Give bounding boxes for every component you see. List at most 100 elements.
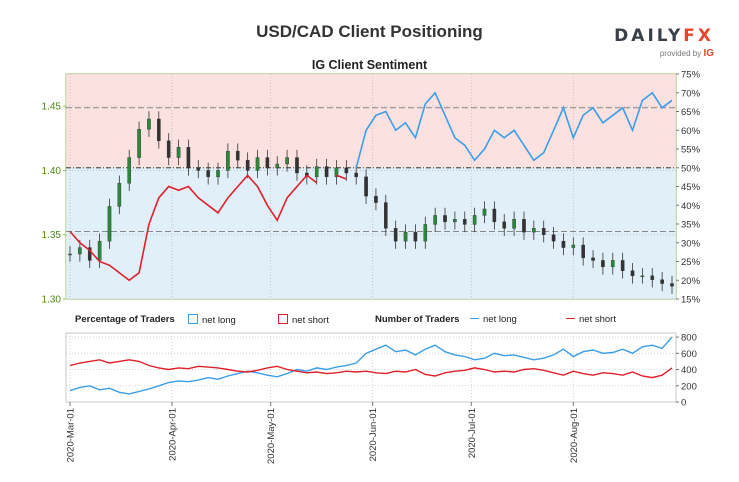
price-tick-label: 1.35 — [42, 230, 62, 241]
legend-num-net-short: net short — [566, 314, 616, 325]
net-short-swatch-icon — [278, 314, 288, 324]
candle-body — [78, 247, 82, 255]
candle-body — [245, 159, 250, 171]
candle-body — [166, 140, 171, 158]
candle-body — [640, 275, 645, 278]
net-long-line-icon — [470, 318, 479, 319]
candle-body — [314, 166, 319, 178]
candle-body — [581, 244, 585, 259]
candle-body — [482, 208, 487, 216]
traders-tick-label: 800 — [681, 333, 697, 344]
legend-pct-net-short-label: net short — [292, 315, 329, 326]
legend-num-net-long: net long — [470, 314, 517, 325]
pct-tick-label: 30% — [681, 238, 701, 249]
candle-body — [176, 147, 181, 158]
price-tick-label: 1.40 — [42, 166, 62, 177]
candle-body — [492, 208, 497, 223]
net-short-line-icon — [566, 318, 575, 319]
candle-body — [97, 240, 102, 261]
candle-body — [630, 270, 635, 277]
candle-body — [393, 228, 398, 242]
traders-tick-label: 0 — [681, 398, 686, 409]
price-tick-label: 1.45 — [42, 102, 62, 113]
pct-tick-label: 60% — [681, 126, 701, 137]
date-tick-label: 2020-Apr-01 — [167, 408, 178, 461]
candle-body — [384, 202, 388, 229]
pct-tick-label: 35% — [681, 220, 701, 231]
reference-lines — [66, 107, 676, 232]
candle-body — [453, 219, 457, 223]
net-long-zone — [66, 167, 676, 299]
candle-body — [433, 215, 437, 225]
logo-provided-by: provided by IG — [604, 48, 714, 59]
traders-plot-frame — [65, 332, 677, 403]
provided-by-text: provided by — [659, 49, 702, 58]
date-tick-label: 2020-Mar-01 — [66, 408, 77, 462]
candle-body — [571, 244, 576, 248]
candle-body — [324, 166, 329, 178]
percentage-axis: 15% 20% 25% 30% 35% 40% 45% 50% 55% 60% 65% 70% 75% — [676, 70, 701, 306]
pct-tick-label: 55% — [681, 145, 701, 156]
pct-tick-label: 45% — [681, 182, 701, 193]
chart-subtitle: IG Client Sentiment — [311, 58, 428, 72]
net-long-pct-line — [355, 91, 673, 169]
candle-body — [226, 150, 230, 171]
pct-tick-label: 70% — [681, 88, 701, 99]
candle-body — [127, 157, 132, 184]
candle-body — [522, 219, 526, 233]
logo-wordmark: DAILYFX — [604, 26, 714, 46]
price-axis: 1.30 1.35 1.40 1.45 — [42, 102, 66, 306]
traders-tick-label: 200 — [681, 381, 697, 392]
candle-body — [601, 260, 605, 268]
candle-body — [344, 167, 349, 174]
ig-logo: IG — [703, 48, 714, 59]
candle-body — [196, 167, 201, 171]
candle-body — [235, 150, 240, 161]
candle-body — [137, 129, 141, 158]
traders-axis: 0 200 400 600 800 — [676, 333, 697, 409]
date-tick-label: 2020-Aug-01 — [569, 408, 580, 463]
legend-number-title: Number of Traders — [375, 314, 460, 325]
candle-body — [364, 176, 368, 197]
pct-tick-label: 40% — [681, 201, 701, 212]
candle-body — [265, 157, 270, 169]
legend-percentage-title: Percentage of Traders — [75, 314, 175, 325]
logo-brand-main: DAILY — [614, 26, 684, 46]
dailyfx-logo: DAILYFX provided by IG — [604, 26, 714, 59]
traders-net-long-line — [69, 336, 673, 395]
price-candles — [68, 111, 674, 294]
candle-body — [275, 163, 280, 169]
price-tick-label: 1.30 — [42, 295, 62, 306]
legend-pct-net-short: net short — [278, 314, 329, 326]
date-tick-label: 2020-Jun-01 — [368, 408, 379, 461]
candle-body — [462, 219, 467, 225]
candle-body — [472, 215, 477, 225]
candle-body — [532, 228, 536, 233]
pct-tick-label: 20% — [681, 276, 701, 287]
traders-net-short-line — [69, 359, 673, 379]
candle-body — [295, 157, 299, 174]
candle-body — [413, 231, 418, 242]
pct-tick-label: 25% — [681, 257, 701, 268]
pct-tick-label: 15% — [681, 295, 701, 306]
legend-num-net-long-label: net long — [483, 314, 517, 325]
candle-body — [374, 195, 378, 203]
date-axis: 2020-Mar-01 2020-Apr-01 2020-May-01 2020-Ju… — [66, 402, 580, 464]
candle-body — [423, 224, 428, 242]
candle-body — [660, 279, 664, 284]
candle-body — [610, 260, 615, 268]
candle-body — [354, 172, 358, 178]
candle-body — [561, 240, 566, 248]
candle-body — [147, 118, 151, 130]
traders-tick-label: 400 — [681, 365, 697, 376]
candle-body — [502, 221, 507, 229]
candle-body — [87, 247, 92, 261]
candle-body — [285, 157, 289, 165]
candle-body — [186, 147, 191, 169]
pct-tick-label: 75% — [681, 70, 701, 81]
candle-body — [512, 219, 516, 229]
candle-body — [334, 167, 339, 178]
net-short-pct-line — [69, 174, 347, 282]
pct-tick-label: 65% — [681, 107, 701, 118]
